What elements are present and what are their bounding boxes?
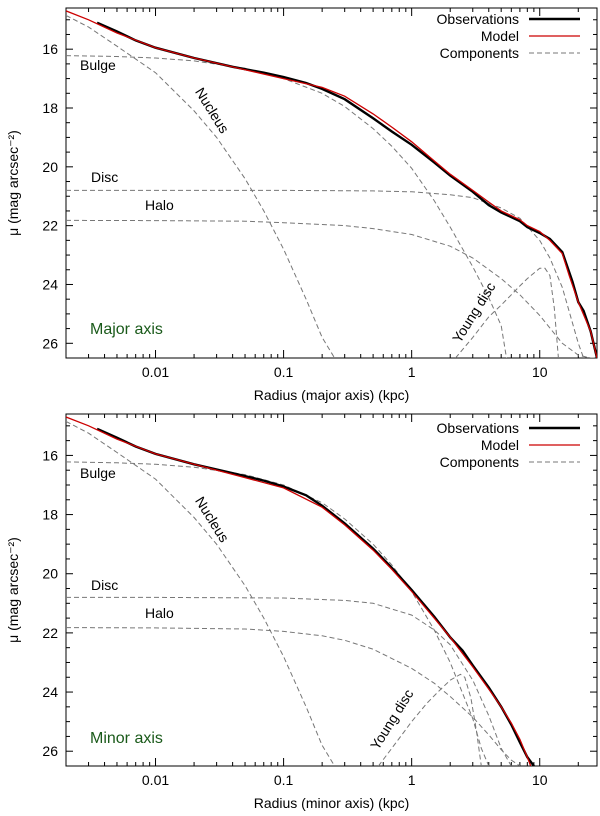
series-halo [66, 219, 597, 358]
y-tick-label: 20 [42, 159, 58, 175]
series-young-disc [455, 267, 559, 358]
legend-label: Observations [437, 11, 519, 27]
legend-label: Observations [437, 420, 519, 436]
x-tick-label: 1 [408, 772, 416, 788]
component-label: Disc [91, 577, 118, 593]
component-label: Halo [145, 197, 174, 213]
y-tick-label: 18 [42, 507, 58, 523]
x-tick-label: 0.1 [274, 772, 294, 788]
y-tick-label: 24 [42, 276, 58, 292]
x-axis-label: Radius (major axis) (kpc) [254, 387, 410, 403]
series-group [66, 416, 535, 766]
panel-label: Minor axis [90, 730, 163, 747]
legend-label: Model [481, 28, 519, 44]
x-tick-label: 10 [532, 364, 548, 380]
x-axis-label: Radius (minor axis) (kpc) [254, 795, 410, 811]
y-tick-label: 22 [42, 218, 58, 234]
plot-frame [65, 413, 598, 767]
x-tick-label: 0.01 [142, 364, 169, 380]
legend-label: Components [440, 45, 519, 61]
series-halo [66, 627, 521, 766]
series-bulge [66, 461, 490, 766]
series-bulge [66, 55, 507, 358]
x-tick-label: 1 [408, 364, 416, 380]
panel-label: Major axis [90, 321, 163, 338]
series-disc [66, 596, 512, 766]
component-label: Bulge [80, 465, 116, 481]
plot-frame [65, 7, 598, 359]
y-tick-label: 16 [42, 447, 58, 463]
x-tick-label: 0.01 [142, 772, 169, 788]
y-tick-label: 26 [42, 335, 58, 351]
component-label: Nucleus [192, 494, 232, 545]
y-tick-label: 22 [42, 625, 58, 641]
y-tick-label: 16 [42, 41, 58, 57]
y-axis-label: μ (mag arcsec⁻²) [5, 537, 21, 643]
x-tick-label: 0.1 [274, 364, 294, 380]
legend-label: Components [440, 454, 519, 470]
y-axis-label: μ (mag arcsec⁻²) [5, 130, 21, 236]
y-tick-label: 26 [42, 743, 58, 759]
series-young-disc [378, 673, 482, 766]
component-label: Bulge [80, 57, 116, 73]
series-model [66, 416, 532, 766]
x-tick-label: 10 [532, 772, 548, 788]
series-nucleus [66, 420, 336, 766]
chart-panel-bottom: 16 18 20 22 24 26 0.01 0.1 1 10 Radius (minor axis… [5, 413, 598, 811]
component-label: Disc [91, 169, 118, 185]
y-tick-label: 18 [42, 100, 58, 116]
component-label: Young disc [367, 686, 417, 752]
component-label: Halo [145, 605, 174, 621]
series-model [66, 10, 597, 358]
chart-panel-top: 16 18 20 22 24 26 0.01 0.1 1 10 Radius (major axis… [5, 7, 598, 403]
legend-label: Model [481, 437, 519, 453]
component-label: Nucleus [192, 85, 232, 136]
y-tick-label: 24 [42, 684, 58, 700]
series-group [66, 10, 597, 358]
series-nucleus [66, 14, 336, 358]
y-tick-label: 20 [42, 566, 58, 582]
